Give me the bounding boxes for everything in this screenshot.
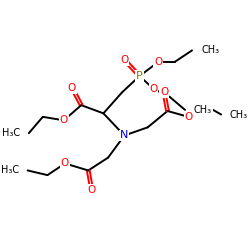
- Text: CH₃: CH₃: [202, 46, 220, 56]
- Text: O: O: [160, 87, 168, 97]
- Text: O: O: [150, 84, 158, 94]
- Text: O: O: [120, 55, 128, 65]
- Text: H₃C: H₃C: [2, 128, 20, 138]
- Text: P: P: [136, 71, 143, 81]
- Text: O: O: [68, 83, 76, 93]
- Text: CH₃: CH₃: [194, 105, 212, 115]
- Text: O: O: [60, 115, 68, 125]
- Text: O: O: [88, 185, 96, 195]
- Text: H₃C: H₃C: [1, 166, 19, 175]
- Text: O: O: [184, 112, 192, 122]
- Text: O: O: [154, 57, 162, 67]
- Text: CH₃: CH₃: [230, 110, 248, 120]
- Text: O: O: [61, 158, 69, 168]
- Text: N: N: [120, 130, 128, 140]
